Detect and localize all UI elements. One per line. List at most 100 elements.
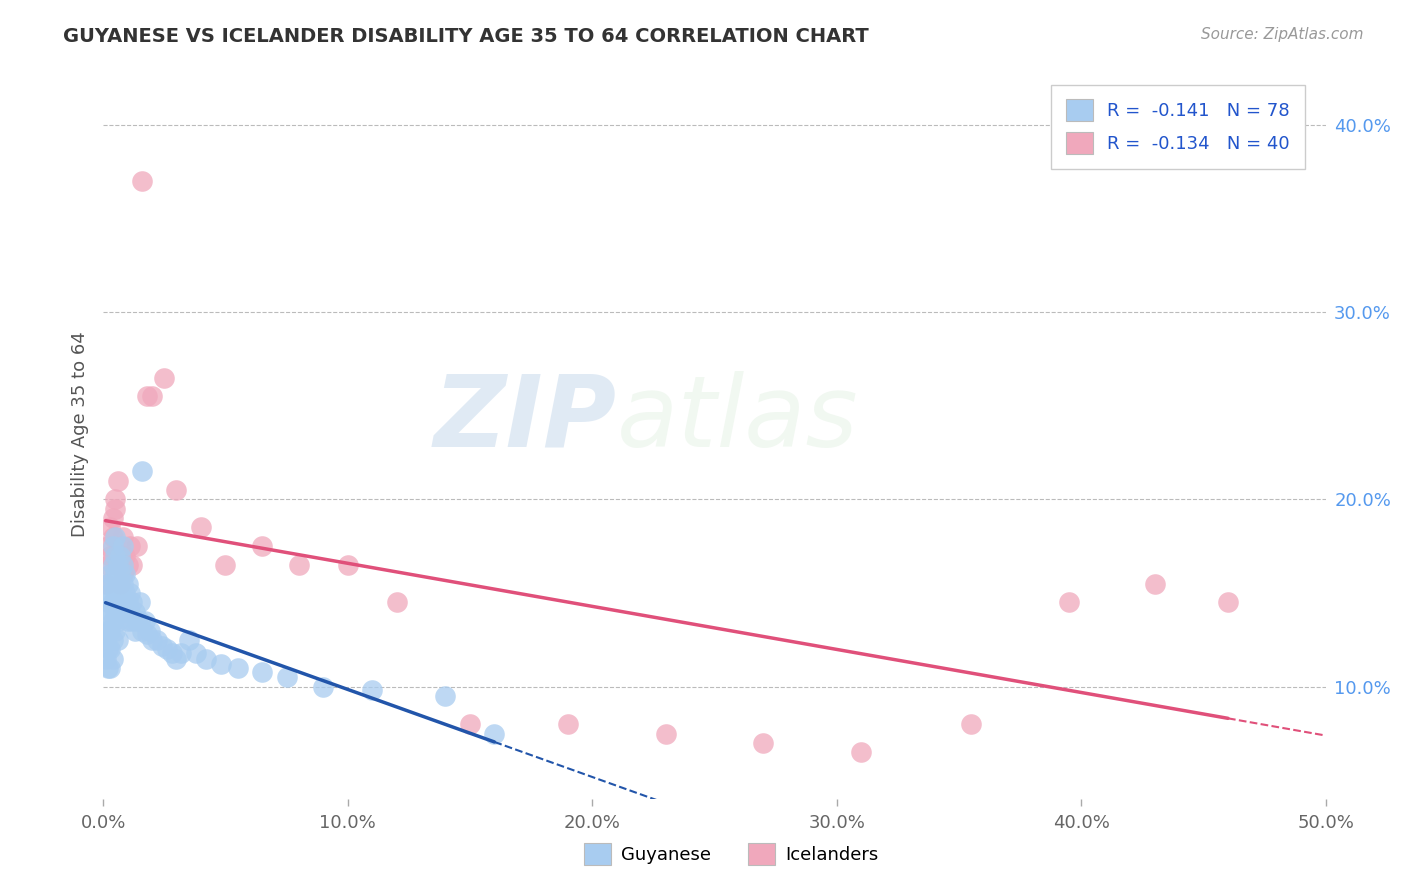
Point [134, 614, 156, 628]
Point [190, 520, 212, 534]
Point [100, 642, 122, 657]
Point [166, 651, 188, 665]
Point [94, 651, 117, 665]
Point [128, 595, 150, 609]
Point [107, 614, 129, 628]
Point [136, 627, 159, 641]
Point [97, 624, 120, 638]
Point [111, 567, 134, 582]
Point [107, 632, 129, 647]
Point [150, 639, 173, 653]
Point [107, 576, 129, 591]
Point [136, 389, 159, 403]
Point [111, 539, 134, 553]
Text: Source: ZipAtlas.com: Source: ZipAtlas.com [1201, 27, 1364, 42]
Point [184, 646, 207, 660]
Point [127, 539, 149, 553]
Point [118, 605, 141, 619]
Point [250, 665, 273, 679]
Point [104, 624, 127, 638]
Point [131, 464, 153, 478]
Point [114, 549, 136, 563]
Point [114, 605, 136, 619]
Point [114, 586, 136, 600]
Point [141, 632, 163, 647]
Point [100, 661, 122, 675]
Point [1143, 576, 1166, 591]
Point [851, 745, 873, 759]
Point [117, 595, 139, 609]
Point [141, 389, 163, 403]
Point [110, 586, 132, 600]
Point [104, 549, 127, 563]
Point [752, 736, 775, 750]
Point [170, 646, 193, 660]
Point [97, 661, 120, 675]
Point [94, 605, 117, 619]
Point [117, 576, 139, 591]
Point [111, 558, 134, 572]
Point [131, 174, 153, 188]
Point [160, 646, 183, 660]
Point [121, 558, 143, 572]
Text: GUYANESE VS ICELANDER DISABILITY AGE 35 TO 64 CORRELATION CHART: GUYANESE VS ICELANDER DISABILITY AGE 35 … [63, 27, 869, 45]
Point [101, 539, 124, 553]
Point [138, 624, 160, 638]
Point [97, 595, 120, 609]
Point [166, 483, 188, 497]
Point [250, 539, 273, 553]
Point [434, 689, 457, 703]
Point [97, 642, 120, 657]
Point [1057, 595, 1080, 609]
Point [276, 670, 298, 684]
Point [100, 549, 122, 563]
Point [104, 530, 127, 544]
Point [97, 558, 120, 572]
Point [110, 567, 132, 582]
Point [557, 717, 579, 731]
Point [101, 558, 124, 572]
Point [104, 605, 127, 619]
Point [101, 511, 124, 525]
Point [94, 576, 117, 591]
Text: atlas: atlas [617, 371, 858, 467]
Point [117, 614, 139, 628]
Point [107, 558, 129, 572]
Point [94, 632, 117, 647]
Point [100, 567, 122, 582]
Legend: R =  -0.141   N = 78, R =  -0.134   N = 40: R = -0.141 N = 78, R = -0.134 N = 40 [1052, 85, 1305, 169]
Point [124, 605, 146, 619]
Point [484, 726, 506, 740]
Point [101, 576, 124, 591]
Point [209, 657, 232, 672]
Point [458, 717, 481, 731]
Point [118, 586, 141, 600]
Point [226, 661, 249, 675]
Point [114, 567, 136, 582]
Point [100, 605, 122, 619]
Point [131, 624, 153, 638]
Point [107, 595, 129, 609]
Point [177, 632, 200, 647]
Y-axis label: Disability Age 35 to 64: Disability Age 35 to 64 [72, 331, 89, 537]
Point [110, 576, 132, 591]
Point [312, 680, 335, 694]
Point [101, 595, 124, 609]
Point [146, 632, 169, 647]
Point [111, 530, 134, 544]
Point [361, 683, 384, 698]
Point [97, 576, 120, 591]
Point [104, 492, 127, 507]
Point [110, 549, 132, 563]
Point [127, 614, 149, 628]
Text: ZIP: ZIP [433, 371, 617, 467]
Point [654, 726, 676, 740]
Point [960, 717, 983, 731]
Point [385, 595, 408, 609]
Point [101, 614, 124, 628]
Point [107, 558, 129, 572]
Point [336, 558, 359, 572]
Point [117, 558, 139, 572]
Point [110, 605, 132, 619]
Point [156, 642, 179, 657]
